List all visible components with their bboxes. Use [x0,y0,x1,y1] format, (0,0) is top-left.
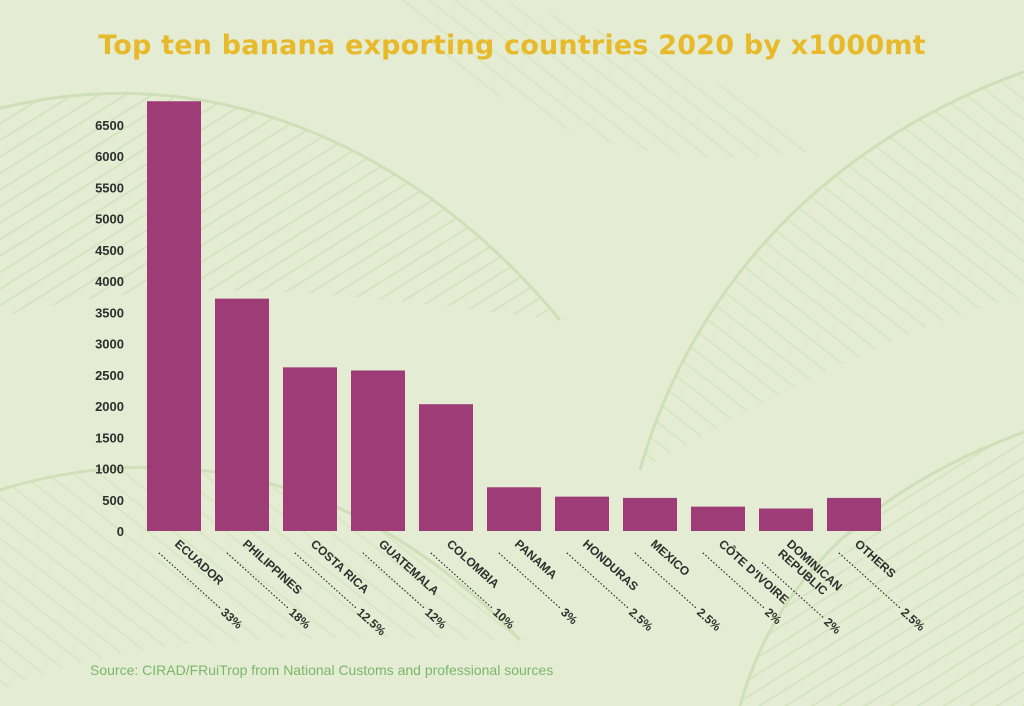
bar [351,370,405,531]
x-category-label: PANAMA [512,537,560,582]
share-label: 2% [821,615,844,637]
y-tick-label: 6500 [95,118,124,133]
bar [487,487,541,531]
share-label: 10% [490,605,517,632]
x-category-label: HONDURAS [580,537,641,594]
x-category-label: GUATEMALA [376,537,442,598]
y-tick-label: 2000 [95,399,124,414]
source-note: Source: CIRAD/FRuiTrop from National Cus… [90,662,554,678]
x-category-label: CÔTE D'IVOIRE [716,536,792,607]
bar [215,298,269,531]
bar [283,367,337,531]
x-category-label: OTHERS [852,537,899,581]
y-tick-label: 3500 [95,305,124,320]
share-label: 12% [422,605,449,632]
share-label: 2.5% [626,605,656,634]
share-label: 2.5% [898,605,928,634]
x-category-label: PHILIPPINES [240,537,305,597]
chart-title: Top ten banana exporting countries 2020 … [98,30,926,61]
y-tick-label: 5500 [95,180,124,195]
bar [555,496,609,531]
y-tick-label: 6000 [95,149,124,164]
bar [147,101,201,532]
bar [827,497,881,531]
share-label: 18% [286,605,313,632]
y-tick-label: 3000 [95,337,124,352]
share-label: 33% [218,605,245,632]
share-label: 2% [762,605,785,627]
bar [623,497,677,531]
y-tick-label: 500 [102,493,124,508]
x-category-label: MEXICO [648,537,693,579]
y-tick-label: 0 [117,524,124,539]
y-tick-label: 5000 [95,212,124,227]
y-tick-label: 1000 [95,462,124,477]
y-tick-label: 4500 [95,243,124,258]
bar [759,508,813,531]
y-tick-label: 1500 [95,430,124,445]
share-label: 3% [558,605,581,627]
bar [419,404,473,531]
share-label: 12.5% [354,605,389,638]
y-tick-label: 2500 [95,368,124,383]
x-category-label: COLOMBIA [444,537,502,591]
y-tick-label: 4000 [95,274,124,289]
x-category-label: ECUADOR [172,537,227,588]
category-label-group: OTHERS 2.5% [838,537,928,634]
bar [691,506,745,531]
share-label: 2.5% [694,605,724,634]
x-category-label: COSTA RICA [308,537,372,597]
